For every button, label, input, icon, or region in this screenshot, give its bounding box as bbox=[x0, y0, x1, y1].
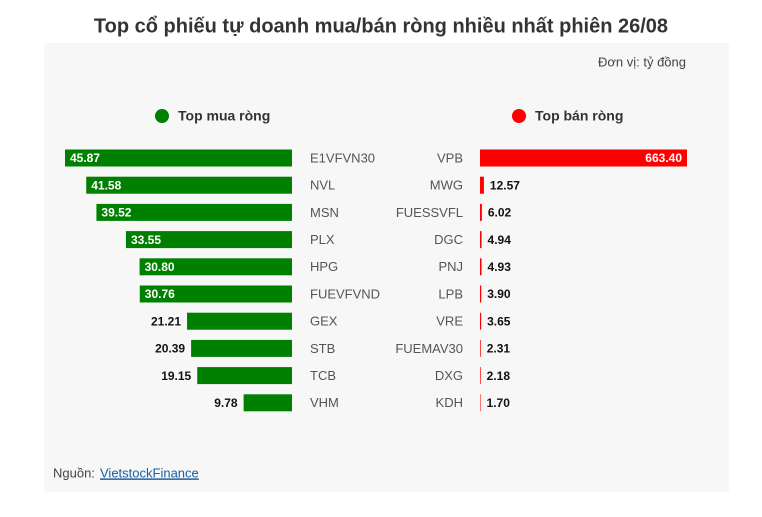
bar bbox=[139, 258, 292, 276]
source-link[interactable]: VietstockFinance bbox=[100, 465, 199, 480]
value-label: 30.76 bbox=[145, 287, 175, 301]
category-label: GEX bbox=[310, 314, 338, 329]
category-label: FUESSVFL bbox=[396, 205, 463, 220]
bar bbox=[243, 394, 292, 412]
bar bbox=[480, 285, 482, 303]
category-label: E1VFVN30 bbox=[310, 150, 375, 165]
value-label: 4.93 bbox=[488, 260, 512, 274]
bar bbox=[480, 367, 481, 385]
category-label: HPG bbox=[310, 259, 338, 274]
bar bbox=[480, 312, 482, 330]
bar bbox=[480, 339, 481, 357]
legend-marker bbox=[512, 109, 526, 123]
value-label: 2.31 bbox=[487, 342, 511, 356]
source-link-text[interactable]: VietstockFinance bbox=[100, 465, 199, 480]
category-label: VHM bbox=[310, 395, 339, 410]
legend-label: Top mua ròng bbox=[178, 108, 270, 124]
value-label: 3.90 bbox=[487, 287, 511, 301]
category-label: STB bbox=[310, 341, 335, 356]
value-label: 4.94 bbox=[488, 233, 512, 247]
bar bbox=[480, 394, 481, 412]
category-label: DGC bbox=[434, 232, 463, 247]
category-label: MSN bbox=[310, 205, 339, 220]
bar bbox=[480, 149, 687, 167]
category-label: PLX bbox=[310, 232, 335, 247]
value-label: 2.18 bbox=[487, 369, 511, 383]
value-label: 21.21 bbox=[151, 314, 181, 328]
bar bbox=[96, 203, 292, 221]
bar bbox=[191, 339, 292, 357]
category-label: DXG bbox=[435, 368, 463, 383]
bar bbox=[187, 312, 292, 330]
legend-marker bbox=[155, 109, 169, 123]
bar bbox=[125, 231, 292, 249]
bar bbox=[86, 176, 292, 194]
source-label: Nguồn: bbox=[53, 465, 95, 480]
value-label: 39.52 bbox=[101, 206, 131, 220]
category-label: PNJ bbox=[438, 259, 463, 274]
value-label: 20.39 bbox=[155, 342, 185, 356]
value-label: 30.80 bbox=[145, 260, 175, 274]
value-label: 9.78 bbox=[214, 396, 238, 410]
unit-label: Đơn vị: tỷ đồng bbox=[598, 54, 686, 69]
value-label: 45.87 bbox=[70, 151, 100, 165]
value-label: 3.65 bbox=[487, 314, 511, 328]
bar bbox=[480, 176, 484, 194]
category-label: MWG bbox=[430, 178, 463, 193]
category-label: LPB bbox=[438, 286, 463, 301]
category-label: KDH bbox=[436, 395, 463, 410]
category-label: FUEMAV30 bbox=[395, 341, 463, 356]
bar bbox=[139, 285, 292, 303]
bar bbox=[197, 367, 292, 385]
bar bbox=[480, 258, 482, 276]
bar bbox=[480, 231, 482, 249]
value-label: 19.15 bbox=[161, 369, 191, 383]
value-label: 1.70 bbox=[487, 396, 511, 410]
category-label: TCB bbox=[310, 368, 336, 383]
value-label: 41.58 bbox=[91, 178, 121, 192]
value-label: 33.55 bbox=[131, 233, 161, 247]
category-label: FUEVFVND bbox=[310, 286, 380, 301]
value-label: 663.40 bbox=[645, 151, 682, 165]
category-label: VRE bbox=[436, 314, 463, 329]
bar bbox=[480, 203, 482, 221]
chart-title: Top cổ phiếu tự doanh mua/bán ròng nhiều… bbox=[94, 15, 668, 37]
bar bbox=[65, 149, 292, 167]
category-label: NVL bbox=[310, 178, 335, 193]
category-label: VPB bbox=[437, 150, 463, 165]
value-label: 6.02 bbox=[488, 206, 512, 220]
value-label: 12.57 bbox=[490, 178, 520, 192]
legend-label: Top bán ròng bbox=[535, 108, 623, 124]
